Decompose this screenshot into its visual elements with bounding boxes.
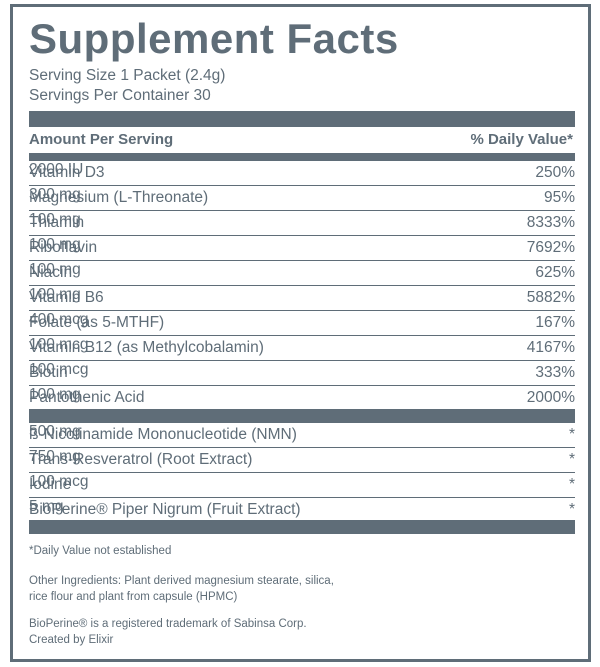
thick-divider-header — [29, 153, 575, 161]
daily-value-percent: 5882% — [526, 289, 575, 306]
nutrient-name: Iodine — [29, 476, 72, 493]
table-row: Trans-Resveratrol (Root Extract) 750 mg * — [29, 448, 575, 473]
nutrient-name: Biotin — [29, 364, 68, 381]
nutrient-name: ß-Nicotinamide Mononucleotide (NMN) — [29, 426, 297, 443]
nutrient-amount: 5 mg — [29, 498, 64, 515]
nutrient-name: Niacin — [29, 264, 73, 281]
daily-value-footnote: *Daily Value not established — [29, 545, 172, 557]
table-row: BioPerine® Piper Nigrum (Fruit Extract) 5… — [29, 498, 575, 523]
table-row: Vitamin B6 100 mg 5882% — [29, 286, 575, 311]
thick-divider-middle — [29, 409, 575, 423]
daily-value-percent: 167% — [535, 314, 575, 331]
daily-value-percent: 95% — [543, 189, 575, 206]
other-ingredients-line-2: rice flour and plant from capsule (HPMC) — [29, 591, 238, 603]
table-row: Niacin 100 mg 625% — [29, 261, 575, 286]
table-row: Pantothenic Acid 100 mg 2000% — [29, 386, 575, 411]
nutrient-amount: 300 mg — [29, 186, 81, 203]
daily-value-percent: 625% — [535, 264, 575, 281]
trademark-note: BioPerine® is a registered trademark of … — [29, 618, 307, 630]
daily-value-percent: * — [568, 426, 575, 443]
serving-size: Serving Size 1 Packet (2.4g) — [29, 67, 226, 84]
nutrient-name: Magnesium (L-Threonate) — [29, 189, 209, 206]
daily-value-percent: 250% — [535, 164, 575, 181]
other-ingredients-line-1: Other Ingredients: Plant derived magnesi… — [29, 575, 334, 587]
nutrient-amount: 750 mg — [29, 448, 81, 465]
nutrient-amount: 100 mg — [29, 261, 81, 278]
nutrient-amount: 2000 IU — [29, 161, 84, 178]
nutrient-name: Vitamin D3 — [29, 164, 105, 181]
daily-value-percent: * — [568, 501, 575, 518]
nutrient-amount: 500 mg — [29, 423, 81, 440]
nutrient-amount: 100 mcg — [29, 336, 89, 353]
table-header: Amount Per Serving % Daily Value* — [29, 131, 575, 151]
table-row: ß-Nicotinamide Mononucleotide (NMN) 500 m… — [29, 423, 575, 448]
page-title: Supplement Facts — [29, 15, 399, 62]
daily-value-percent: 2000% — [526, 389, 575, 406]
nutrient-name: Vitamin B6 — [29, 289, 104, 306]
table-row: Iodine 100 mcg * — [29, 473, 575, 498]
daily-value-percent: 4167% — [526, 339, 575, 356]
nutrient-name: Pantothenic Acid — [29, 389, 145, 406]
nutrient-amount: 100 mg — [29, 211, 81, 228]
table-row: Folate (as 5-MTHF) 400 mcg 167% — [29, 311, 575, 336]
daily-value-percent: 8333% — [526, 214, 575, 231]
nutrient-amount: 100 mg — [29, 286, 81, 303]
created-by-note: Created by Elixir — [29, 634, 114, 646]
servings-per-container: Servings Per Container 30 — [29, 87, 211, 104]
table-row: Vitamin D3 2000 IU 250% — [29, 161, 575, 186]
daily-value-percent: * — [568, 451, 575, 468]
daily-value-heading: % Daily Value* — [470, 131, 573, 148]
daily-value-percent: * — [568, 476, 575, 493]
table-row: Magnesium (L-Threonate) 300 mg 95% — [29, 186, 575, 211]
nutrient-name: Thiamin — [29, 214, 85, 231]
nutrient-name: BioPerine® Piper Nigrum (Fruit Extract) — [29, 501, 301, 518]
nutrient-amount: 100 mcg — [29, 473, 89, 490]
table-row: Vitamin B12 (as Methylcobalamin) 100 mcg 4… — [29, 336, 575, 361]
nutrient-name: Folate (as 5-MTHF) — [29, 314, 165, 331]
supplement-facts-panel: Supplement Facts Serving Size 1 Packet (… — [10, 4, 591, 662]
table-row: Thiamin 100 mg 8333% — [29, 211, 575, 236]
amount-per-serving-heading: Amount Per Serving — [29, 131, 174, 148]
table-row: Riboflavin 100 mg 7692% — [29, 236, 575, 261]
nutrient-amount: 400 mcg — [29, 311, 89, 328]
table-row: Biotin 100 mcg 333% — [29, 361, 575, 386]
thick-divider-top — [29, 111, 575, 127]
nutrient-name: Vitamin B12 (as Methylcobalamin) — [29, 339, 264, 356]
thick-divider-bottom — [29, 520, 575, 534]
nutrient-amount: 100 mg — [29, 386, 81, 403]
nutrient-name: Trans-Resveratrol (Root Extract) — [29, 451, 253, 468]
nutrient-amount: 100 mg — [29, 236, 81, 253]
nutrient-name: Riboflavin — [29, 239, 98, 256]
nutrient-amount: 100 mcg — [29, 361, 89, 378]
daily-value-percent: 7692% — [526, 239, 575, 256]
daily-value-percent: 333% — [535, 364, 575, 381]
